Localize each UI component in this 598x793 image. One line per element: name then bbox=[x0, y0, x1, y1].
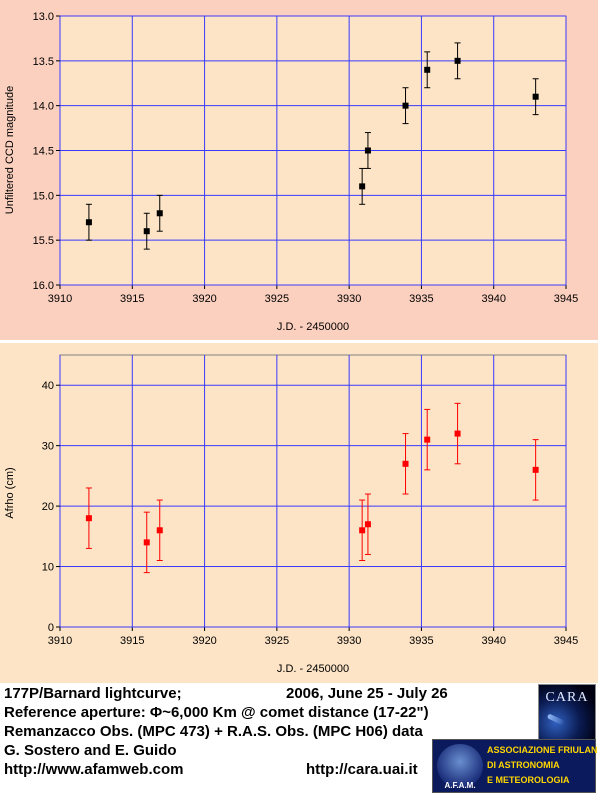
lightcurve-panel: 3910 3915 3920 3925 3930 3935 3940 3945 13.0 13.5… bbox=[0, 0, 598, 340]
afam-emblem-label: A.F.A.M. bbox=[444, 781, 476, 790]
x-tick-label: 3915 bbox=[120, 293, 144, 305]
x-tick-label: 3930 bbox=[337, 293, 361, 305]
data-point bbox=[424, 66, 431, 73]
data-point bbox=[85, 515, 92, 522]
y-tick-label: 15.5 bbox=[33, 235, 54, 247]
comet-icon bbox=[546, 713, 566, 726]
x-tick-label: 3940 bbox=[481, 293, 505, 305]
y-tick-label: 14.0 bbox=[33, 101, 54, 113]
x-tick-label: 3935 bbox=[409, 635, 433, 647]
data-point bbox=[532, 93, 539, 100]
x-tick-label: 3910 bbox=[48, 635, 72, 647]
y-tick-label: 0 bbox=[48, 622, 54, 634]
y-tick-label: 14.5 bbox=[33, 146, 54, 158]
y-tick-label: 15.0 bbox=[33, 190, 54, 202]
caption-footer: 177P/Barnard lightcurve; 2006, June 25 -… bbox=[0, 683, 598, 793]
data-point bbox=[454, 430, 461, 437]
y-tick-label: 20 bbox=[42, 501, 54, 513]
data-point bbox=[532, 466, 539, 473]
data-point bbox=[364, 521, 371, 528]
data-point bbox=[364, 147, 371, 154]
data-point bbox=[143, 228, 150, 235]
data-point bbox=[454, 57, 461, 64]
afam-emblem-icon bbox=[437, 744, 483, 788]
x-axis-label: J.D. - 2450000 bbox=[277, 663, 349, 675]
caption-aperture: Reference aperture: Φ~6,000 Km @ comet d… bbox=[4, 704, 429, 721]
x-axis-label: J.D. - 2450000 bbox=[277, 321, 349, 333]
data-point bbox=[156, 527, 163, 534]
cara-link[interactable]: http://cara.uai.it bbox=[306, 761, 418, 778]
y-axis-label: Afrho (cm) bbox=[4, 467, 16, 518]
x-tick-label: 3945 bbox=[554, 635, 578, 647]
afam-name-line-2: DI ASTRONOMIA bbox=[487, 760, 560, 770]
cara-logo-text: CARA bbox=[545, 690, 589, 705]
afam-name-line-3: E METEOROLOGIA bbox=[487, 775, 570, 785]
data-point bbox=[85, 219, 92, 226]
x-tick-label: 3920 bbox=[192, 635, 216, 647]
data-point bbox=[156, 210, 163, 217]
caption-authors: G. Sostero and E. Guido bbox=[4, 742, 177, 759]
x-tick-label: 3930 bbox=[337, 635, 361, 647]
caption-date-range: 2006, June 25 - July 26 bbox=[286, 685, 448, 702]
plot-area bbox=[59, 354, 567, 628]
cara-logo: CARA bbox=[538, 684, 596, 740]
x-tick-label: 3940 bbox=[481, 635, 505, 647]
afam-link[interactable]: http://www.afamweb.com bbox=[4, 761, 184, 778]
y-tick-label: 16.0 bbox=[33, 280, 54, 292]
x-tick-label: 3935 bbox=[409, 293, 433, 305]
caption-title: 177P/Barnard lightcurve; bbox=[4, 685, 182, 702]
x-tick-label: 3920 bbox=[192, 293, 216, 305]
data-point bbox=[143, 539, 150, 546]
data-point bbox=[402, 460, 409, 467]
data-point bbox=[424, 436, 431, 443]
panel-divider bbox=[0, 340, 598, 343]
data-point bbox=[402, 102, 409, 109]
x-tick-label: 3910 bbox=[48, 293, 72, 305]
afam-logo: A.F.A.M. ASSOCIAZIONE FRIULANA DI ASTRON… bbox=[432, 739, 598, 793]
y-tick-label: 13.5 bbox=[33, 56, 54, 68]
afam-name-line-1: ASSOCIAZIONE FRIULANA bbox=[487, 745, 598, 755]
y-tick-label: 40 bbox=[42, 380, 54, 392]
caption-observatories: Remanzacco Obs. (MPC 473) + R.A.S. Obs. … bbox=[4, 723, 423, 740]
y-tick-label: 30 bbox=[42, 441, 54, 453]
y-tick-label: 10 bbox=[42, 562, 54, 574]
x-tick-label: 3925 bbox=[265, 293, 289, 305]
y-axis-label: Unfiltered CCD magnitude bbox=[4, 86, 16, 214]
data-point bbox=[359, 183, 366, 190]
afrho-panel: 3910 3915 3920 3925 3930 3935 3940 3945 0 10 20 30 4… bbox=[0, 343, 598, 683]
magnitude-chart: 3910 3915 3920 3925 3930 3935 3940 3945 13.0 13.5… bbox=[4, 11, 578, 333]
x-tick-label: 3925 bbox=[265, 635, 289, 647]
x-tick-label: 3915 bbox=[120, 635, 144, 647]
afrho-chart: 3910 3915 3920 3925 3930 3935 3940 3945 0 10 20 30 4… bbox=[4, 354, 578, 675]
y-tick-label: 13.0 bbox=[33, 11, 54, 23]
data-point bbox=[359, 527, 366, 534]
x-tick-label: 3945 bbox=[554, 293, 578, 305]
